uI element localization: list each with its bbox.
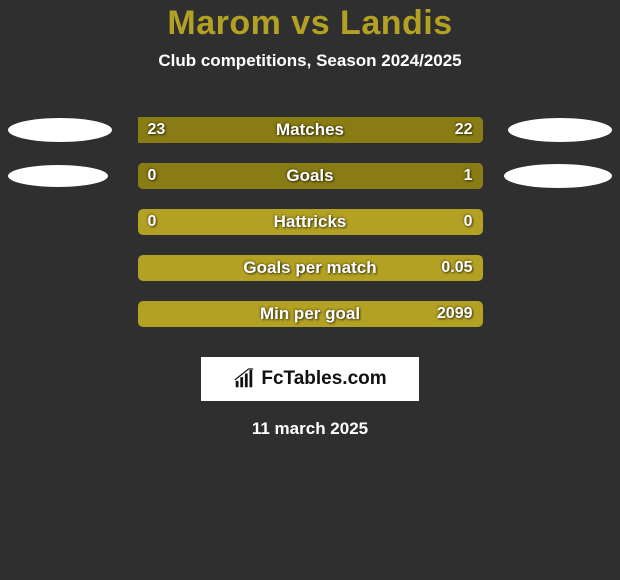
stat-bar: Hattricks 0 0 — [138, 209, 483, 235]
stat-label: Hattricks — [274, 212, 347, 232]
player-marker-right — [508, 118, 612, 142]
stat-value-left: 23 — [148, 121, 166, 139]
footer-date: 11 march 2025 — [0, 419, 620, 439]
stat-bar: Matches 23 22 — [138, 117, 483, 143]
stat-bar: Goals 0 1 — [138, 163, 483, 189]
player-marker-left — [8, 165, 108, 187]
subtitle: Club competitions, Season 2024/2025 — [0, 51, 620, 71]
stat-value-right: 0 — [464, 213, 473, 231]
stat-label: Min per goal — [260, 304, 360, 324]
stat-value-right: 22 — [455, 121, 473, 139]
stats-list: Matches 23 22 Goals 0 1 Hattricks 0 0 Goals per m… — [0, 107, 620, 337]
stat-row: Matches 23 22 — [0, 107, 620, 153]
stat-bar-right-fill — [200, 163, 483, 189]
stat-label: Goals per match — [243, 258, 376, 278]
stat-row: Goals per match 0.05 — [0, 245, 620, 291]
player-marker-left — [8, 118, 112, 142]
stat-bar: Goals per match 0.05 — [138, 255, 483, 281]
stat-row: Hattricks 0 0 — [0, 199, 620, 245]
stat-row: Min per goal 2099 — [0, 291, 620, 337]
stat-value-left: 0 — [148, 213, 157, 231]
stat-row: Goals 0 1 — [0, 153, 620, 199]
stat-value-right: 1 — [464, 167, 473, 185]
player-marker-right — [504, 164, 612, 188]
stat-value-right: 2099 — [437, 305, 473, 323]
stat-bar: Min per goal 2099 — [138, 301, 483, 327]
stat-value-left: 0 — [148, 167, 157, 185]
page-title: Marom vs Landis — [0, 4, 620, 43]
stat-label: Goals — [286, 166, 333, 186]
stat-value-right: 0.05 — [441, 259, 472, 277]
brand-badge: FcTables.com — [201, 357, 419, 401]
comparison-infographic: Marom vs Landis Club competitions, Seaso… — [0, 0, 620, 580]
stat-label: Matches — [276, 120, 344, 140]
brand-text: FcTables.com — [261, 368, 386, 390]
bar-chart-icon — [233, 368, 255, 390]
